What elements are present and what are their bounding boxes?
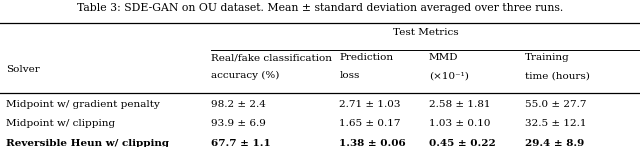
Text: Test Metrics: Test Metrics	[393, 28, 458, 37]
Text: Table 3: SDE-GAN on OU dataset. Mean ± standard deviation averaged over three ru: Table 3: SDE-GAN on OU dataset. Mean ± s…	[77, 3, 563, 13]
Text: 1.65 ± 0.17: 1.65 ± 0.17	[339, 119, 401, 128]
Text: Reversible Heun w/ clipping: Reversible Heun w/ clipping	[6, 138, 170, 147]
Text: time (hours): time (hours)	[525, 71, 589, 80]
Text: (×10⁻¹): (×10⁻¹)	[429, 71, 468, 80]
Text: Real/fake classification: Real/fake classification	[211, 53, 332, 62]
Text: 29.4 ± 8.9: 29.4 ± 8.9	[525, 138, 584, 147]
Text: 0.45 ± 0.22: 0.45 ± 0.22	[429, 138, 495, 147]
Text: 1.38 ± 0.06: 1.38 ± 0.06	[339, 138, 406, 147]
Text: MMD: MMD	[429, 53, 458, 62]
Text: 55.0 ± 27.7: 55.0 ± 27.7	[525, 100, 586, 109]
Text: Midpoint w/ gradient penalty: Midpoint w/ gradient penalty	[6, 100, 160, 109]
Text: 93.9 ± 6.9: 93.9 ± 6.9	[211, 119, 266, 128]
Text: 98.2 ± 2.4: 98.2 ± 2.4	[211, 100, 266, 109]
Text: loss: loss	[339, 71, 360, 80]
Text: Training: Training	[525, 53, 570, 62]
Text: Midpoint w/ clipping: Midpoint w/ clipping	[6, 119, 116, 128]
Text: Prediction: Prediction	[339, 53, 394, 62]
Text: accuracy (%): accuracy (%)	[211, 71, 280, 80]
Text: 1.03 ± 0.10: 1.03 ± 0.10	[429, 119, 490, 128]
Text: 32.5 ± 12.1: 32.5 ± 12.1	[525, 119, 586, 128]
Text: 2.71 ± 1.03: 2.71 ± 1.03	[339, 100, 401, 109]
Text: 67.7 ± 1.1: 67.7 ± 1.1	[211, 138, 271, 147]
Text: 2.58 ± 1.81: 2.58 ± 1.81	[429, 100, 490, 109]
Text: Solver: Solver	[6, 65, 40, 74]
